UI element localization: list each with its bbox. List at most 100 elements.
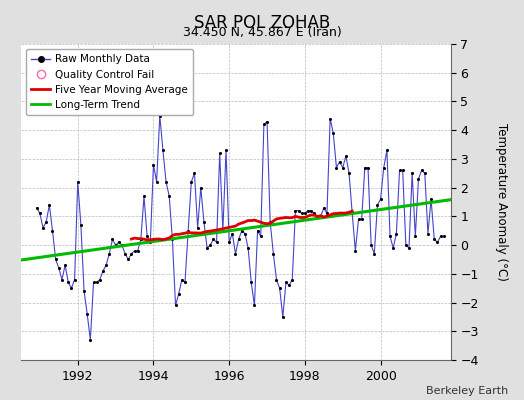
Legend: Raw Monthly Data, Quality Control Fail, Five Year Moving Average, Long-Term Tren: Raw Monthly Data, Quality Control Fail, …: [26, 49, 193, 115]
Point: [288, 276, 297, 283]
Point: [196, 184, 205, 191]
Point: [272, 276, 281, 283]
Point: [39, 225, 47, 231]
Point: [203, 245, 211, 251]
Point: [266, 219, 275, 225]
Point: [247, 279, 255, 286]
Point: [361, 164, 369, 171]
Point: [269, 250, 278, 257]
Point: [219, 228, 227, 234]
Point: [124, 256, 133, 263]
Point: [36, 210, 44, 217]
Point: [379, 164, 388, 171]
Point: [430, 236, 439, 242]
Point: [414, 176, 423, 182]
Point: [58, 276, 66, 283]
Point: [244, 245, 252, 251]
Point: [105, 250, 114, 257]
Point: [48, 228, 57, 234]
Point: [108, 236, 117, 242]
Point: [92, 279, 101, 286]
Point: [335, 158, 344, 165]
Point: [64, 279, 72, 286]
Point: [187, 179, 195, 185]
Point: [45, 202, 53, 208]
Point: [174, 291, 183, 297]
Point: [307, 208, 315, 214]
Point: [86, 337, 94, 343]
Point: [383, 147, 391, 154]
Point: [424, 230, 432, 237]
Point: [234, 236, 243, 242]
Point: [405, 245, 413, 251]
Point: [130, 248, 139, 254]
Point: [80, 288, 88, 294]
Point: [89, 279, 97, 286]
Point: [146, 239, 155, 246]
Point: [140, 193, 148, 200]
Text: Berkeley Earth: Berkeley Earth: [426, 386, 508, 396]
Point: [367, 242, 375, 248]
Point: [168, 236, 177, 242]
Point: [156, 113, 164, 119]
Point: [389, 245, 397, 251]
Point: [418, 167, 426, 174]
Point: [370, 250, 378, 257]
Point: [310, 210, 319, 217]
Point: [209, 236, 217, 242]
Point: [115, 239, 123, 246]
Point: [351, 248, 359, 254]
Point: [42, 219, 50, 225]
Point: [95, 276, 104, 283]
Point: [250, 302, 259, 309]
Point: [77, 222, 85, 228]
Point: [357, 216, 366, 222]
Point: [112, 242, 120, 248]
Point: [260, 121, 268, 128]
Point: [190, 170, 199, 176]
Point: [263, 118, 271, 125]
Point: [332, 164, 341, 171]
Point: [215, 150, 224, 156]
Point: [159, 147, 167, 154]
Point: [99, 268, 107, 274]
Point: [165, 193, 173, 200]
Point: [171, 302, 180, 309]
Text: 34.450 N, 45.867 E (Iran): 34.450 N, 45.867 E (Iran): [183, 26, 341, 39]
Point: [54, 265, 63, 271]
Point: [118, 242, 126, 248]
Point: [231, 250, 239, 257]
Point: [67, 285, 75, 291]
Point: [440, 233, 448, 240]
Point: [241, 230, 249, 237]
Point: [225, 239, 233, 246]
Point: [73, 179, 82, 185]
Point: [149, 162, 158, 168]
Point: [421, 170, 429, 176]
Point: [304, 208, 312, 214]
Point: [301, 210, 309, 217]
Point: [212, 239, 221, 246]
Point: [102, 262, 111, 268]
Y-axis label: Temperature Anomaly (°C): Temperature Anomaly (°C): [495, 123, 508, 281]
Point: [398, 167, 407, 174]
Point: [436, 233, 445, 240]
Point: [222, 147, 230, 154]
Point: [298, 210, 306, 217]
Point: [348, 210, 356, 217]
Point: [329, 130, 337, 136]
Point: [320, 204, 328, 211]
Point: [70, 276, 79, 283]
Point: [152, 179, 161, 185]
Point: [193, 225, 202, 231]
Point: [326, 116, 334, 122]
Point: [254, 228, 262, 234]
Point: [279, 314, 287, 320]
Point: [339, 164, 347, 171]
Point: [61, 262, 69, 268]
Point: [395, 167, 403, 174]
Point: [285, 282, 293, 288]
Point: [162, 179, 170, 185]
Point: [276, 285, 284, 291]
Point: [184, 228, 192, 234]
